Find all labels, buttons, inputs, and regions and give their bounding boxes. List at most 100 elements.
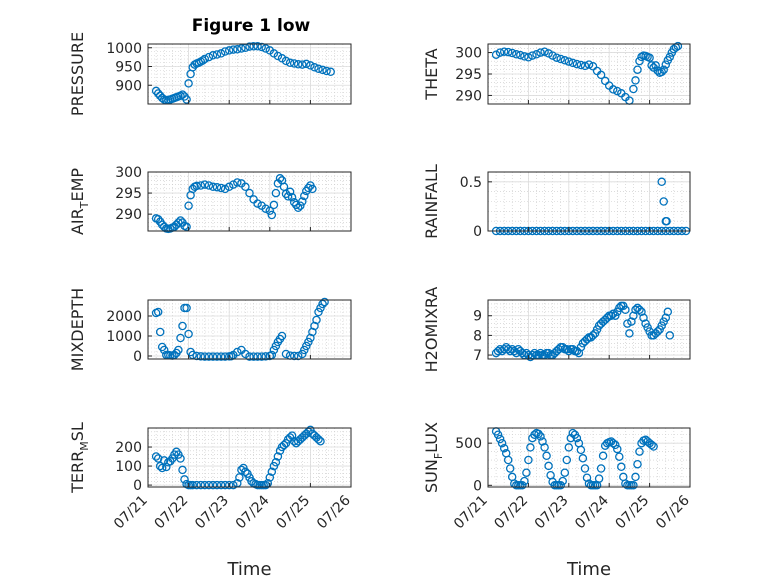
data-point	[178, 321, 187, 331]
data-point	[196, 480, 206, 490]
data-point	[558, 476, 567, 486]
data-point	[516, 50, 525, 60]
data-point	[180, 475, 189, 484]
data-point	[265, 473, 275, 482]
data-point	[522, 468, 531, 477]
series-markers	[491, 427, 658, 490]
data-point	[608, 438, 618, 448]
data-point	[606, 311, 616, 320]
x-tick-label: 07/25	[273, 493, 313, 533]
data-point	[153, 307, 163, 317]
data-point	[237, 44, 246, 53]
data-point	[281, 349, 291, 359]
data-point	[495, 48, 505, 57]
y-tick-label: 1000	[106, 41, 142, 57]
data-point	[245, 352, 254, 361]
data-point	[249, 42, 258, 51]
data-point	[277, 331, 287, 341]
data-point	[554, 344, 563, 354]
data-point	[651, 61, 660, 70]
data-point	[233, 45, 242, 54]
y-tick-label: 100	[115, 459, 142, 475]
x-tick-label: 07/26	[653, 492, 693, 532]
y-axis-label: THETA	[422, 48, 441, 100]
data-point	[279, 440, 289, 450]
data-point	[289, 351, 299, 361]
data-point	[220, 47, 230, 56]
y-tick-label: 1000	[106, 329, 142, 345]
y-axis-label: MIXDEPTH	[68, 288, 87, 371]
y-tick-label: 2000	[106, 309, 142, 325]
data-point	[237, 465, 246, 475]
data-point	[532, 50, 541, 59]
data-point	[269, 345, 279, 355]
y-tick-label: 0	[133, 349, 142, 365]
data-point	[536, 48, 545, 57]
data-point	[257, 42, 266, 52]
data-point	[598, 451, 608, 461]
data-point	[556, 481, 565, 490]
data-point	[310, 63, 319, 72]
data-point	[314, 64, 323, 74]
data-point	[192, 181, 201, 191]
data-point	[596, 464, 606, 473]
data-point	[611, 440, 620, 450]
data-point	[157, 463, 167, 473]
data-point	[562, 344, 572, 354]
y-tick-label: 0.5	[460, 175, 482, 191]
data-point	[287, 193, 297, 202]
data-point	[540, 443, 549, 452]
data-point	[594, 474, 604, 483]
data-point	[204, 352, 214, 361]
axes-box	[487, 299, 691, 360]
data-point	[653, 66, 662, 75]
data-point	[216, 480, 226, 490]
data-point	[298, 60, 307, 69]
y-tick-label: 900	[115, 78, 142, 94]
data-point	[298, 349, 307, 359]
data-point	[524, 455, 533, 465]
data-point	[647, 61, 656, 70]
data-point	[265, 206, 275, 216]
series-markers	[491, 301, 675, 362]
data-point	[608, 85, 618, 94]
data-point	[657, 177, 666, 187]
data-point	[659, 65, 668, 74]
data-point	[629, 311, 638, 320]
data-point	[184, 79, 193, 88]
data-point	[530, 348, 539, 358]
subplot-5: 0 1000 2000 MIXDEPTH	[68, 288, 352, 371]
data-point	[617, 462, 626, 472]
data-point	[499, 344, 509, 354]
data-point	[661, 313, 671, 322]
data-point	[653, 327, 662, 336]
data-point	[159, 222, 169, 232]
data-point	[542, 451, 551, 461]
data-point	[192, 480, 201, 490]
data-point	[275, 174, 285, 183]
y-tick-label: 295	[115, 186, 142, 202]
data-point	[556, 54, 565, 64]
data-point	[261, 44, 270, 53]
data-point	[253, 352, 262, 361]
x-tick-label: 07/21	[111, 493, 151, 533]
data-point	[300, 191, 309, 201]
data-point	[663, 307, 673, 317]
y-axis-label: AIRTEMP	[68, 168, 91, 235]
data-point	[580, 61, 590, 71]
data-point	[544, 461, 553, 471]
data-point	[582, 335, 592, 344]
data-point	[293, 203, 303, 213]
subplot-1: 900 950 1000 PRESSURE	[68, 32, 352, 116]
data-point	[657, 321, 666, 330]
axes-box	[147, 171, 352, 232]
y-tick-label: 0	[473, 224, 482, 240]
data-point	[224, 182, 234, 192]
y-axis-label: SUNFLUX	[422, 422, 445, 493]
subplot-4: 0 0.5 RAINFALL	[422, 164, 691, 240]
data-point	[283, 192, 293, 201]
data-point	[548, 51, 557, 60]
data-point	[512, 50, 521, 59]
data-point	[249, 352, 258, 361]
data-point	[613, 444, 622, 454]
